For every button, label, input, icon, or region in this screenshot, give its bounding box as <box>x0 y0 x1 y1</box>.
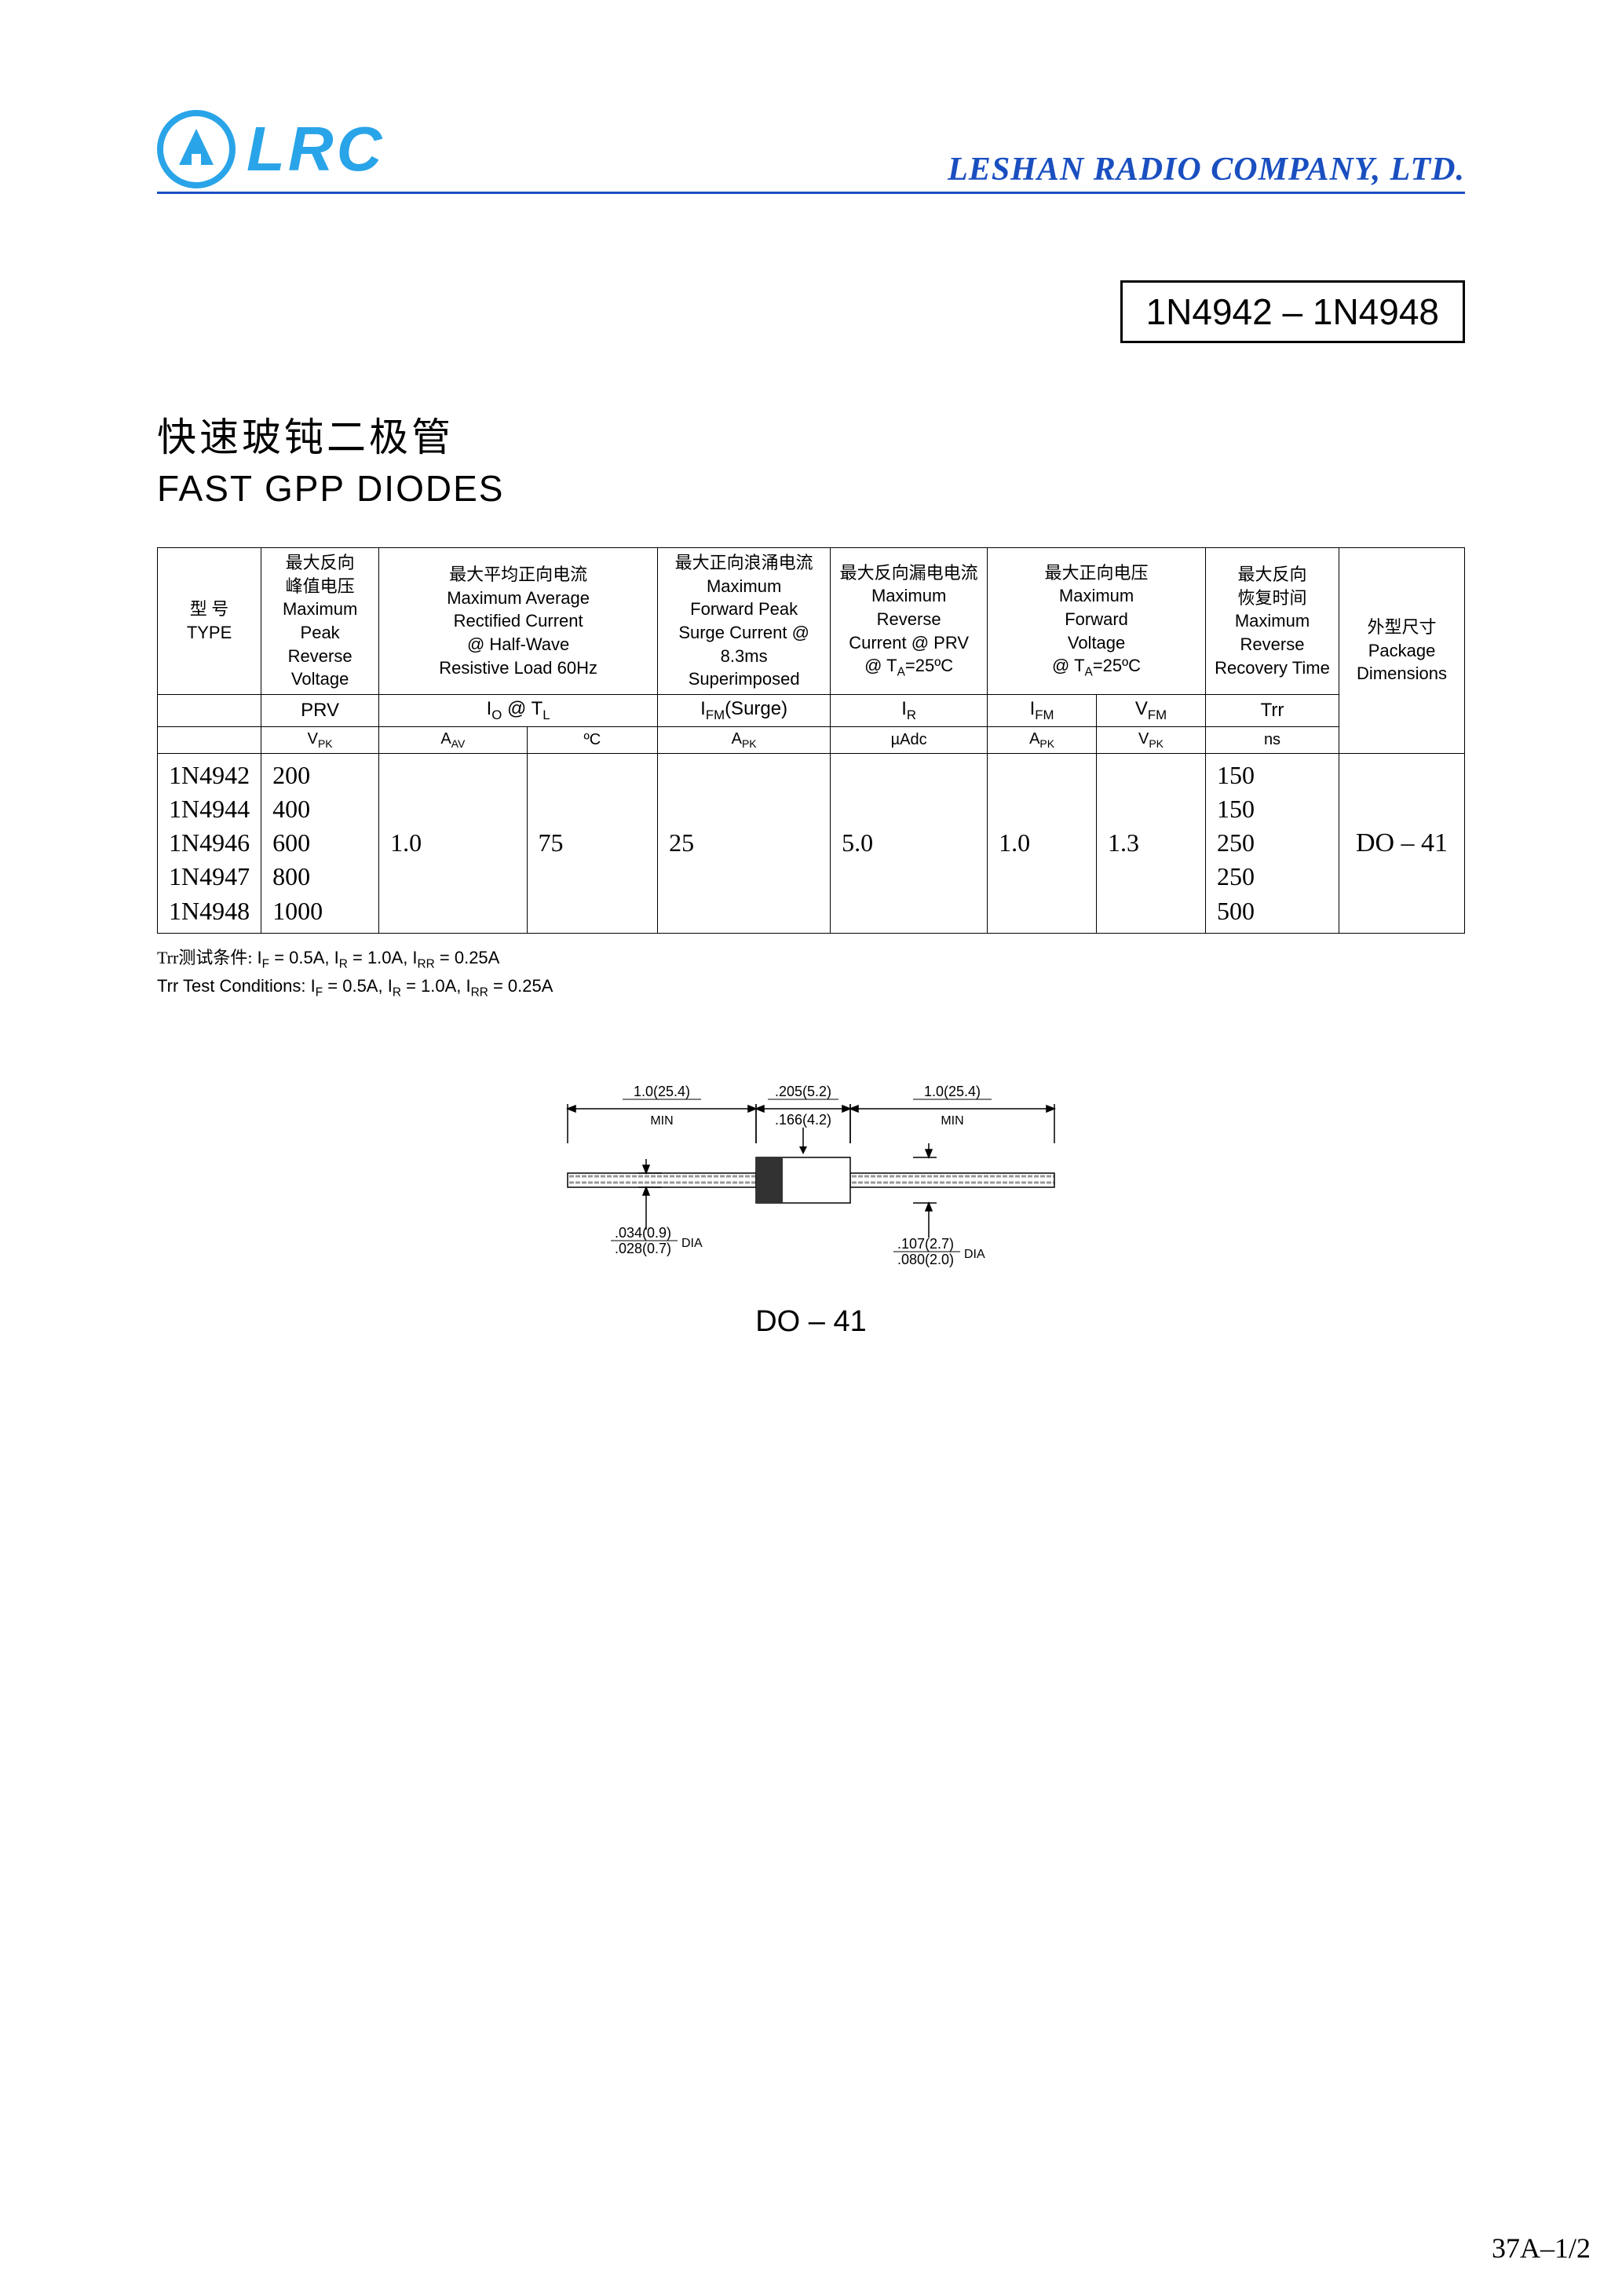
col-trr: 最大反向恢复时间 MaximumReverseRecovery Time <box>1206 548 1339 695</box>
col-ifm-surge: 最大正向浪涌电流 MaximumForward PeakSurge Curren… <box>658 548 831 695</box>
unit-uadc: µAdc <box>831 726 988 753</box>
trr-list: 150150250250500 <box>1217 759 1328 928</box>
unit-apk1: APK <box>658 726 831 753</box>
dim-lead-dia-suf: DIA <box>681 1237 703 1250</box>
type-list: 1N49421N49441N49461N49471N4948 <box>169 759 250 928</box>
dim-body-top: .205(5.2) <box>775 1084 831 1099</box>
trr-list-cell: 150150250250500 <box>1206 753 1339 933</box>
sym-trr: Trr <box>1206 695 1339 727</box>
dim-body-dia-top: .107(2.7) <box>897 1236 954 1252</box>
header: LRC LESHAN RADIO COMPANY, LTD. <box>157 110 1465 194</box>
part-number-box: 1N4942 – 1N4948 <box>1120 280 1465 343</box>
unit-row: VPK AAV ºC APK µAdc APK VPK ns <box>158 726 1465 753</box>
test-condition-notes: Trr测试条件: IF = 0.5A, IR = 1.0A, IRR = 0.2… <box>157 945 1465 1002</box>
logo: LRC <box>157 110 385 188</box>
unit-vpk: VPK <box>1097 726 1206 753</box>
ir-cell: 5.0 <box>831 753 988 933</box>
do41-diagram-svg: 1.0(25.4) MIN .205(5.2) .166(4.2) 1.0(25… <box>521 1073 1101 1277</box>
col-ir: 最大反向漏电电流 MaximumReverseCurrent @ PRV@ TA… <box>831 548 988 695</box>
company-name: LESHAN RADIO COMPANY, LTD. <box>948 151 1465 188</box>
package-diagram: 1.0(25.4) MIN .205(5.2) .166(4.2) 1.0(25… <box>157 1073 1465 1339</box>
title-block: 快速玻钝二极管 FAST GPP DIODES <box>157 406 1465 510</box>
dim-lead-l-sub: MIN <box>650 1114 673 1128</box>
note-cn: Trr测试条件: IF = 0.5A, IR = 1.0A, IRR = 0.2… <box>157 945 1465 974</box>
dim-body-bot: .166(4.2) <box>775 1112 831 1128</box>
io-cell: 1.0 <box>379 753 527 933</box>
page-number: 37A–1/2 <box>1492 2232 1591 2265</box>
tl-cell: 75 <box>527 753 658 933</box>
diagram-label: DO – 41 <box>755 1305 867 1339</box>
prv-list-cell: 2004006008001000 <box>261 753 379 933</box>
sym-prv: PRV <box>261 695 379 727</box>
table-header-row: 型 号 TYPE 最大反向峰值电压 MaximumPeak ReverseVol… <box>158 548 1465 695</box>
type-list-cell: 1N49421N49441N49461N49471N4948 <box>158 753 261 933</box>
data-row: 1N49421N49441N49461N49471N4948 200400600… <box>158 753 1465 933</box>
sym-ifm-surge: IFM(Surge) <box>658 695 831 727</box>
unit-aav: AAV <box>379 726 527 753</box>
col-vfm: 最大正向电压 MaximumForwardVoltage@ TA=25ºC <box>988 548 1206 695</box>
unit-tc: ºC <box>527 726 658 753</box>
symbol-row: PRV IO @ TL IFM(Surge) IR IFM VFM Trr <box>158 695 1465 727</box>
col-type: 型 号 TYPE <box>158 548 261 695</box>
pkg-cell: DO – 41 <box>1339 753 1465 933</box>
note-en: Trr Test Conditions: IF = 0.5A, IR = 1.0… <box>157 973 1465 1002</box>
ifm-surge-cell: 25 <box>658 753 831 933</box>
logo-icon <box>157 110 236 188</box>
sym-ifm: IFM <box>988 695 1097 727</box>
title-cn: 快速玻钝二极管 <box>157 406 1465 462</box>
dim-lead-r: 1.0(25.4) <box>924 1084 981 1099</box>
title-en: FAST GPP DIODES <box>157 467 1465 510</box>
sym-io: IO @ TL <box>379 695 658 727</box>
col-pkg: 外型尺寸 PackageDimensions <box>1339 548 1465 754</box>
dim-body-dia-suf: DIA <box>964 1248 985 1261</box>
unit-apk2: APK <box>988 726 1097 753</box>
dim-lead-dia-top: .034(0.9) <box>615 1225 671 1241</box>
dim-lead-l: 1.0(25.4) <box>634 1084 690 1099</box>
unit-prv: VPK <box>261 726 379 753</box>
vfm-cell: 1.3 <box>1097 753 1206 933</box>
dim-lead-dia-bot: .028(0.7) <box>615 1241 671 1256</box>
sym-vfm: VFM <box>1097 695 1206 727</box>
dim-lead-r-sub: MIN <box>941 1114 963 1128</box>
col-prv: 最大反向峰值电压 MaximumPeak ReverseVoltage <box>261 548 379 695</box>
spec-table: 型 号 TYPE 最大反向峰值电压 MaximumPeak ReverseVol… <box>157 547 1465 934</box>
sym-ir: IR <box>831 695 988 727</box>
dim-body-dia-bot: .080(2.0) <box>897 1252 954 1267</box>
unit-ns: ns <box>1206 726 1339 753</box>
ifm-cell: 1.0 <box>988 753 1097 933</box>
col-io: 最大平均正向电流 Maximum AverageRectified Curren… <box>379 548 658 695</box>
logo-text: LRC <box>247 118 385 181</box>
prv-list: 2004006008001000 <box>272 759 367 928</box>
